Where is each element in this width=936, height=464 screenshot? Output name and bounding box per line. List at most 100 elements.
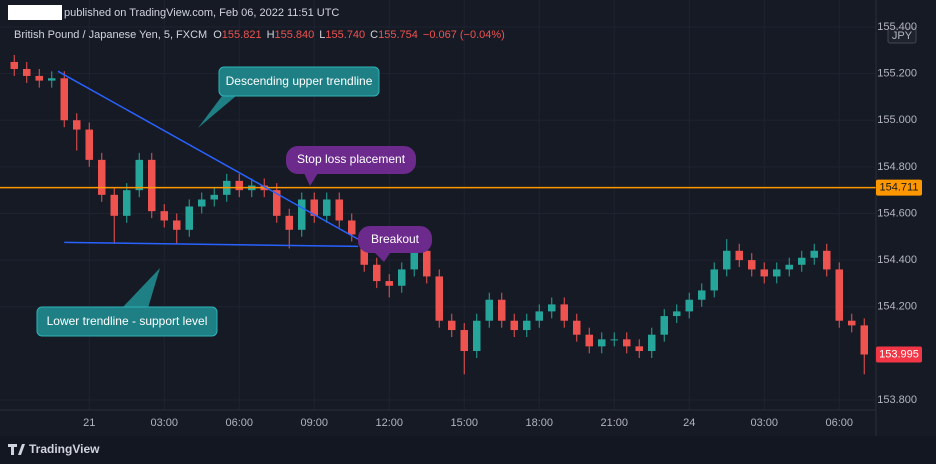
candle-body [173,220,181,230]
candle-body [523,320,531,331]
legend-value: 155.754 [378,29,418,41]
candle-body [460,330,468,352]
candle-body [848,320,856,326]
annotation: Breakout [371,232,420,246]
candle-body [648,334,656,352]
y-tick-label: 155.000 [877,114,917,126]
candle-body [235,180,243,191]
candle-body [860,325,868,355]
candle-body [73,120,81,130]
x-tick-label: 21 [83,417,95,429]
last-price-label: 153.995 [879,348,919,360]
x-tick-label: 03:00 [150,417,178,429]
x-tick-label: 18:00 [525,417,553,429]
last-price-tag [876,346,922,363]
y-tick-label: 154.200 [877,301,917,313]
level-tag [876,179,922,196]
symbol: British Pound / Japanese Yen, 5, FXCM [14,29,207,41]
candle-body [785,264,793,270]
callout-box [358,226,432,253]
candle-body [773,269,781,277]
x-tick-label: 06:00 [225,417,253,429]
candle-body [10,61,18,69]
candle-body [160,211,168,221]
candle-body [285,215,293,230]
footer-bar [0,436,936,464]
x-tick-label: 15:00 [450,417,478,429]
x-tick-label: 12:00 [375,417,403,429]
y-tick-label: 155.200 [877,68,917,80]
candle-body [835,269,843,321]
legend-key: H [267,29,275,41]
y-tick-label: 154.800 [877,161,917,173]
candle-body [273,190,281,216]
candle-body [48,78,56,81]
candle-body [435,276,443,321]
candle-body [35,75,43,81]
trendline [57,70,359,240]
legend-value: 155.740 [325,29,365,41]
x-tick-label: 09:00 [300,417,328,429]
annotation: Stop loss placement [297,152,406,166]
callout-pointer [198,96,236,128]
brand: TradingView [29,442,100,456]
level-label: 154.711 [880,182,919,194]
candle-body [573,320,581,335]
candle-body [198,199,206,207]
candle-body [560,304,568,321]
candle-body [348,220,356,235]
candle-body [85,129,93,160]
ohlc-legend: O 155.821 H 155.840 L 155.740 C 155.754 −0.067 (… [213,29,505,41]
candle-body [685,299,693,312]
callout-box [286,146,416,174]
candle-body [810,250,818,258]
candle-body [135,159,143,191]
candle-body [498,299,506,321]
candle-body [385,281,393,286]
callout-pointer [122,268,160,308]
candle-body [735,250,743,261]
candle-body [185,206,193,230]
candle-body [585,334,593,347]
candle-body [423,250,431,277]
candle-body [473,320,481,352]
candle-body [335,199,343,221]
candle-body [798,257,806,265]
y-tick-label: 154.600 [877,207,917,219]
x-tick-label: 24 [683,417,695,429]
x-tick-label: 21:00 [600,417,628,429]
y-tick-label: 154.400 [877,254,917,266]
candle-body [23,68,31,76]
published-note: published on TradingView.com, Feb 06, 20… [64,7,339,19]
x-tick-label: 06:00 [825,417,853,429]
legend-value: 155.840 [275,29,315,41]
legend-key: C [370,29,378,41]
candle-body [398,269,406,286]
candle-body [123,190,131,216]
legend-value: 155.821 [222,29,262,41]
candle-body [548,304,556,312]
candle-body [673,311,681,317]
candle-body [623,339,631,347]
legend-key: L [319,29,325,41]
candle-body [148,159,156,212]
candle-body [710,269,718,291]
y-tick-label: 155.400 [877,21,917,33]
currency-box [887,27,917,44]
annotation: Descending upper trendline [226,74,373,88]
y-tick-label: 153.800 [877,394,917,406]
redaction [8,5,62,20]
candle-body [698,290,706,300]
callout-box [36,306,218,337]
callout-box [218,66,380,97]
candle-body [723,250,731,270]
candle-body [410,250,418,270]
candle-body [535,311,543,321]
candle-body [373,264,381,282]
candle-body [760,269,768,277]
currency: JPY [892,30,913,42]
candle-body [823,250,831,270]
candle-body [598,339,606,347]
candle-body [448,320,456,331]
